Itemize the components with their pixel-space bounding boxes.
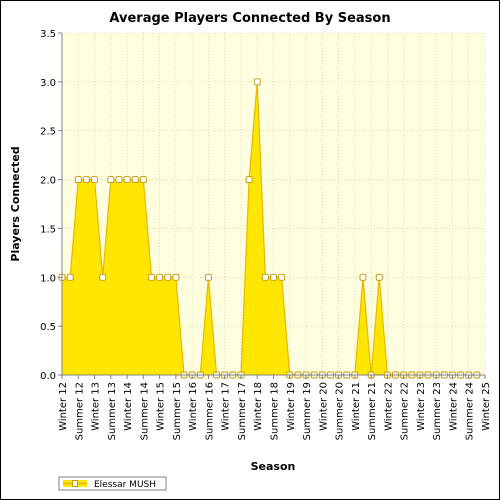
x-tick-label: Summer 15 [172, 382, 183, 440]
x-tick-label: Summer 20 [335, 382, 346, 440]
data-point [115, 176, 123, 184]
y-axis-ticks: 0.0 0.5 1.0 1.5 2.0 2.5 3.0 3.5 [40, 29, 62, 382]
data-point [91, 176, 98, 184]
area-fill [62, 81, 477, 375]
y-axis-title: Players Connected [9, 146, 22, 261]
x-tick-label: Summer 13 [107, 382, 118, 440]
data-point [270, 273, 277, 281]
x-tick-label: Summer 23 [432, 382, 443, 440]
data-point [74, 176, 82, 184]
legend-marker [72, 480, 78, 487]
data-point [278, 273, 286, 281]
data-point [82, 176, 90, 184]
x-tick-label: Winter 22 [383, 382, 394, 431]
data-point [164, 273, 172, 281]
data-point [245, 176, 253, 184]
x-tick-label: Summer 24 [465, 382, 476, 440]
x-tick-label: Summer 22 [400, 382, 411, 440]
legend-label: Elessar MUSH [94, 480, 156, 490]
x-tick-label: Winter 17 [221, 382, 232, 431]
data-point [375, 273, 383, 281]
x-axis-ticks: Winter 12 Summer 12 Winter 13 Summer 13 Wint… [58, 375, 492, 440]
x-tick-label: Winter 13 [91, 382, 102, 431]
x-tick-label: Winter 12 [58, 382, 69, 431]
x-tick-label: Summer 14 [139, 382, 150, 440]
data-point [204, 273, 212, 281]
data-point [139, 176, 147, 184]
data-point [156, 273, 164, 281]
chart-title: Average Players Connected By Season [109, 11, 390, 26]
data-point [123, 176, 131, 184]
data-point [66, 273, 74, 281]
x-tick-label: Summer 18 [270, 382, 281, 440]
y-tick-label: 2.5 [40, 127, 56, 138]
x-axis-title: Season [251, 460, 296, 473]
x-tick-label: Winter 21 [351, 382, 362, 431]
y-tick-label: 2.0 [40, 176, 56, 187]
y-tick-label: 0.5 [40, 322, 56, 333]
x-tick-label: Winter 14 [123, 382, 134, 431]
x-tick-label: Winter 25 [481, 382, 492, 431]
data-point [253, 78, 261, 86]
x-tick-label: Summer 19 [302, 382, 313, 440]
y-tick-label: 3.5 [40, 29, 56, 40]
data-point [131, 176, 139, 184]
data-point [261, 273, 269, 281]
x-tick-label: Summer 12 [74, 382, 85, 440]
x-tick-label: Summer 16 [204, 382, 215, 440]
data-point [99, 273, 107, 281]
legend: Elessar MUSH [58, 476, 167, 491]
x-tick-label: Summer 21 [367, 382, 378, 440]
x-tick-label: Winter 19 [286, 382, 297, 431]
x-tick-label: Summer 17 [237, 382, 248, 440]
y-tick-label: 1.0 [40, 273, 56, 284]
x-tick-label: Winter 18 [253, 382, 264, 431]
y-tick-label: 0.0 [40, 371, 56, 382]
y-tick-label: 1.5 [40, 224, 56, 235]
data-point [148, 273, 155, 281]
x-tick-label: Winter 24 [448, 382, 459, 431]
x-tick-label: Winter 20 [318, 382, 329, 431]
x-tick-label: Winter 15 [156, 382, 167, 431]
x-tick-label: Winter 23 [416, 382, 427, 431]
data-point [359, 273, 367, 281]
data-point [107, 176, 115, 184]
y-tick-label: 3.0 [40, 78, 56, 89]
x-tick-label: Winter 16 [188, 382, 199, 431]
data-point [172, 273, 180, 281]
